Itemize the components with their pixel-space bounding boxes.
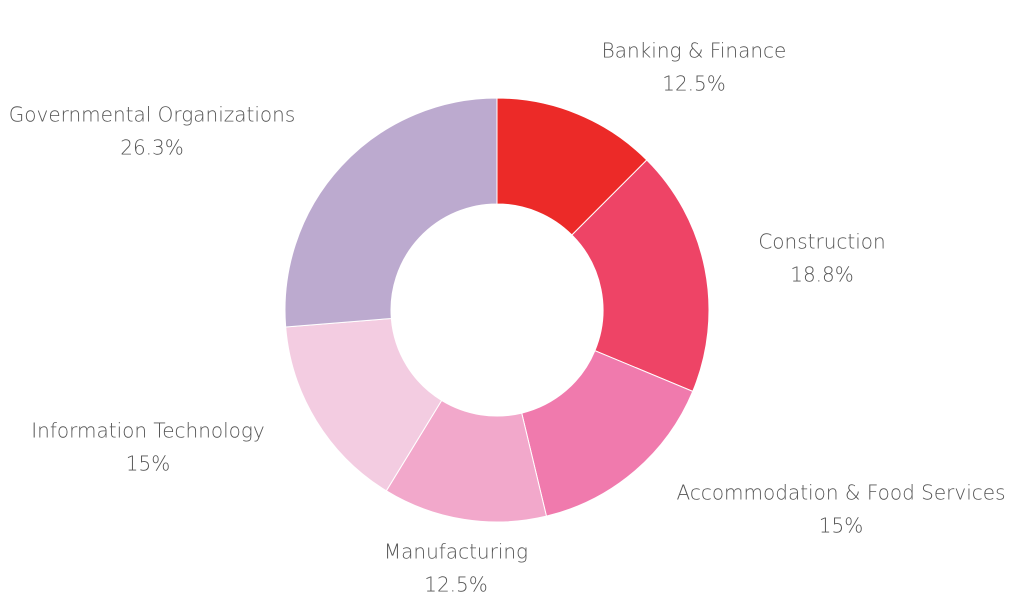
label-manufacturing: Manufacturing [384,540,528,564]
value-label-banking-and-finance: 12.5% [662,72,726,96]
label-banking-and-finance: Banking & Finance [602,39,787,63]
slice-accommodation-and-food-services [521,350,694,517]
value-label-information-technology: 15% [126,452,170,476]
label-governmental-organizations: Governmental Organizations [9,103,295,127]
label-accommodation-and-food-services: Accommodation & Food Services [677,481,1006,505]
slice-governmental-organizations [284,97,498,328]
value-label-accommodation-and-food-services: 15% [819,514,863,538]
value-label-governmental-organizations: 26.3% [120,136,184,160]
value-label-construction: 18.8% [790,263,854,287]
value-label-manufacturing: 12.5% [424,573,488,597]
label-information-technology: Information Technology [31,419,264,443]
slice-construction [571,159,710,393]
slice-information-technology [285,317,443,492]
slice-labels: Banking & Finance 12.5% Construction 18.8% A… [9,39,1006,597]
label-construction: Construction [758,230,885,254]
donut-slices [284,97,710,523]
